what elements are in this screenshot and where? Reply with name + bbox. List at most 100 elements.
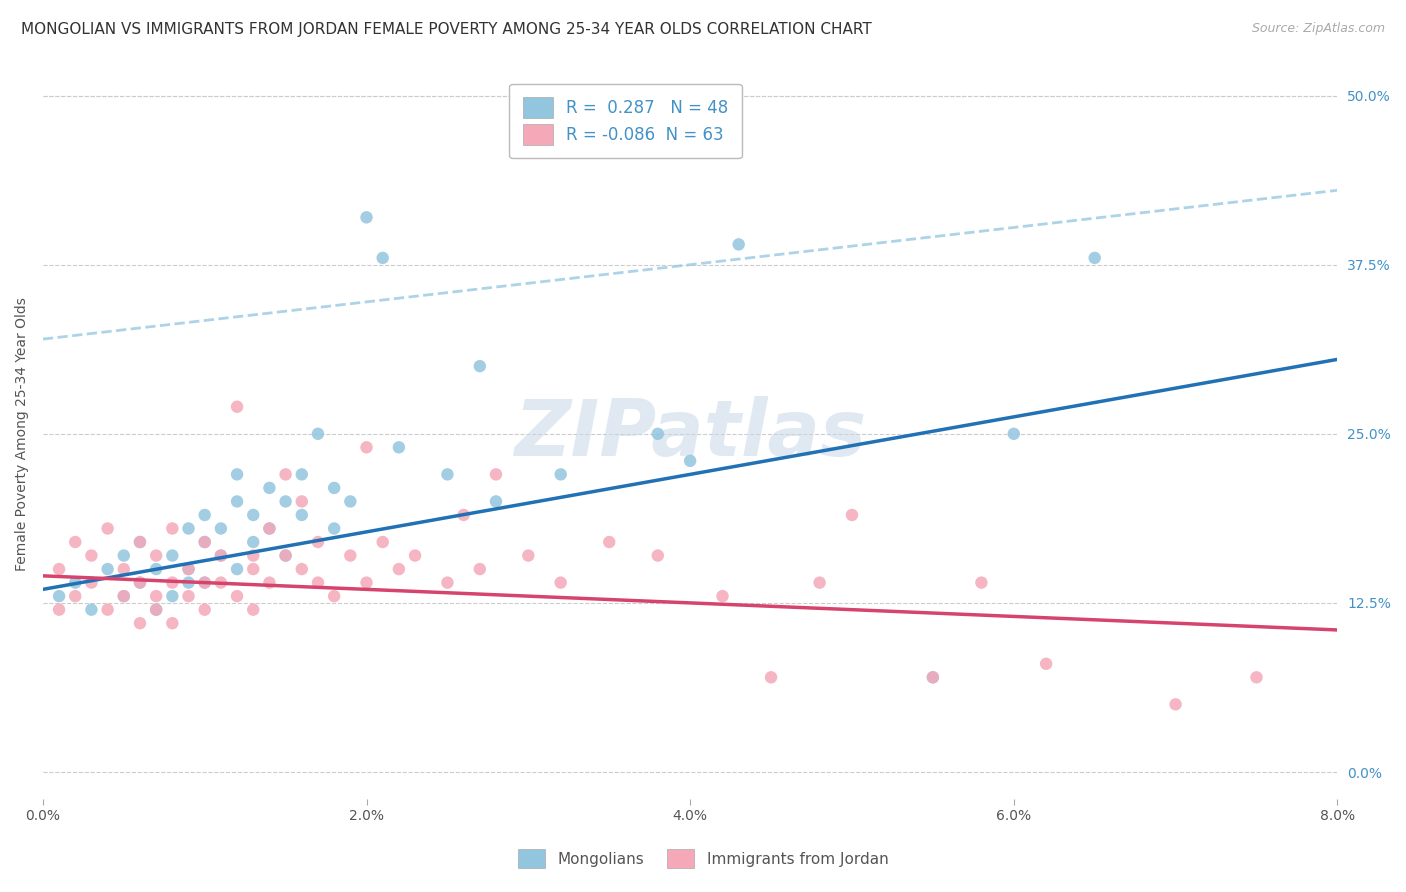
Point	[517, 549, 540, 563]
Point	[436, 467, 458, 482]
Point	[404, 549, 426, 563]
Point	[145, 602, 167, 616]
Point	[162, 575, 184, 590]
Point	[356, 211, 378, 225]
Point	[274, 467, 297, 482]
Point	[1084, 251, 1107, 265]
Point	[598, 535, 620, 549]
Point	[145, 602, 167, 616]
Point	[339, 549, 361, 563]
Point	[356, 440, 378, 454]
Point	[162, 589, 184, 603]
Text: MONGOLIAN VS IMMIGRANTS FROM JORDAN FEMALE POVERTY AMONG 25-34 YEAR OLDS CORRELA: MONGOLIAN VS IMMIGRANTS FROM JORDAN FEMA…	[21, 22, 872, 37]
Point	[209, 549, 232, 563]
Legend: Mongolians, Immigrants from Jordan: Mongolians, Immigrants from Jordan	[510, 841, 896, 875]
Point	[177, 562, 200, 576]
Point	[97, 562, 120, 576]
Point	[194, 535, 217, 549]
Point	[80, 575, 103, 590]
Point	[209, 575, 232, 590]
Point	[65, 535, 87, 549]
Point	[759, 670, 782, 684]
Point	[112, 589, 135, 603]
Point	[129, 616, 152, 631]
Point	[921, 670, 943, 684]
Point	[1246, 670, 1268, 684]
Point	[145, 589, 167, 603]
Point	[323, 481, 346, 495]
Point	[48, 602, 70, 616]
Point	[371, 535, 394, 549]
Point	[485, 467, 508, 482]
Point	[177, 575, 200, 590]
Point	[65, 589, 87, 603]
Point	[242, 602, 264, 616]
Point	[129, 575, 152, 590]
Point	[80, 602, 103, 616]
Point	[339, 494, 361, 508]
Point	[242, 508, 264, 522]
Point	[48, 562, 70, 576]
Point	[226, 589, 249, 603]
Point	[808, 575, 831, 590]
Point	[209, 549, 232, 563]
Point	[48, 589, 70, 603]
Point	[259, 521, 281, 535]
Point	[145, 562, 167, 576]
Point	[112, 549, 135, 563]
Point	[112, 562, 135, 576]
Point	[647, 426, 669, 441]
Point	[97, 602, 120, 616]
Point	[291, 467, 314, 482]
Point	[80, 549, 103, 563]
Point	[307, 426, 329, 441]
Point	[259, 481, 281, 495]
Point	[371, 251, 394, 265]
Point	[129, 535, 152, 549]
Point	[307, 535, 329, 549]
Point	[1035, 657, 1057, 671]
Point	[970, 575, 993, 590]
Point	[194, 602, 217, 616]
Text: Source: ZipAtlas.com: Source: ZipAtlas.com	[1251, 22, 1385, 36]
Point	[711, 589, 734, 603]
Point	[291, 562, 314, 576]
Point	[485, 494, 508, 508]
Point	[356, 575, 378, 590]
Point	[1002, 426, 1025, 441]
Point	[209, 521, 232, 535]
Point	[194, 575, 217, 590]
Point	[274, 549, 297, 563]
Point	[129, 575, 152, 590]
Point	[841, 508, 863, 522]
Point	[921, 670, 943, 684]
Point	[65, 575, 87, 590]
Point	[177, 589, 200, 603]
Point	[112, 589, 135, 603]
Point	[323, 589, 346, 603]
Point	[177, 521, 200, 535]
Point	[468, 359, 491, 373]
Point	[307, 575, 329, 590]
Point	[129, 535, 152, 549]
Point	[274, 494, 297, 508]
Point	[242, 535, 264, 549]
Point	[162, 616, 184, 631]
Point	[145, 549, 167, 563]
Point	[194, 575, 217, 590]
Point	[194, 508, 217, 522]
Point	[291, 494, 314, 508]
Point	[323, 521, 346, 535]
Point	[259, 575, 281, 590]
Point	[162, 549, 184, 563]
Point	[436, 575, 458, 590]
Point	[727, 237, 749, 252]
Point	[242, 549, 264, 563]
Point	[550, 467, 572, 482]
Point	[194, 535, 217, 549]
Point	[388, 440, 411, 454]
Point	[177, 562, 200, 576]
Point	[97, 521, 120, 535]
Point	[226, 494, 249, 508]
Point	[226, 562, 249, 576]
